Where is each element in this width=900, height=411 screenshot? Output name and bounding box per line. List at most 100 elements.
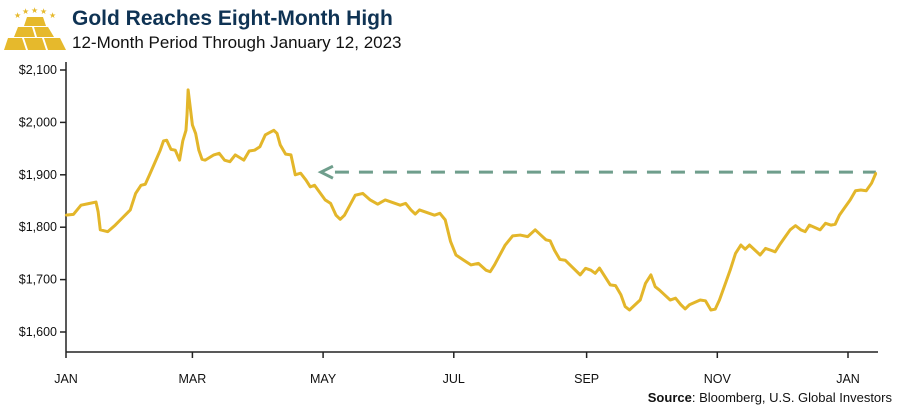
data-point xyxy=(649,273,653,277)
data-point xyxy=(619,293,623,296)
data-point xyxy=(79,203,83,207)
x-tick-label: SEP xyxy=(574,372,599,386)
data-point xyxy=(99,228,102,232)
data-point xyxy=(608,283,612,287)
data-point xyxy=(454,253,458,257)
data-point xyxy=(223,158,226,162)
data-point xyxy=(204,158,207,162)
data-point xyxy=(728,268,732,272)
data-point xyxy=(212,153,216,157)
data-point xyxy=(829,223,833,227)
data-point xyxy=(197,148,201,152)
data-point xyxy=(399,203,402,207)
x-tick-label: NOV xyxy=(704,372,732,386)
data-point xyxy=(818,228,822,232)
data-point xyxy=(272,129,276,132)
data-point xyxy=(874,172,878,175)
data-point xyxy=(139,184,143,187)
data-point xyxy=(739,243,743,247)
source-note: Source: Bloomberg, U.S. Global Investors xyxy=(648,390,892,405)
data-point xyxy=(808,223,811,227)
y-tick-label: $1,900 xyxy=(19,168,57,182)
y-tick-label: $1,700 xyxy=(19,273,57,287)
data-point xyxy=(859,188,863,192)
y-tick-label: $1,600 xyxy=(19,325,57,339)
data-point xyxy=(484,268,488,272)
data-point xyxy=(313,184,316,187)
data-point xyxy=(174,148,177,152)
data-point xyxy=(563,259,567,262)
gold-price-line xyxy=(65,88,878,312)
source-label: Source xyxy=(647,390,692,405)
data-point xyxy=(778,243,781,247)
data-point xyxy=(788,228,792,232)
data-point xyxy=(799,228,803,232)
data-point xyxy=(870,181,873,185)
x-axis: JAN MAR MAY JUL SEP NOV JAN xyxy=(54,351,878,386)
y-axis: $1,600 $1,700 $1,800 $1,900 $2,000 $2,100 xyxy=(19,62,67,352)
chart-title: Gold Reaches Eight-Month High xyxy=(72,7,393,30)
data-point xyxy=(242,158,246,162)
data-point xyxy=(698,298,702,302)
data-point xyxy=(758,253,762,257)
data-point xyxy=(519,233,522,237)
data-point xyxy=(234,153,237,157)
x-tick-label: MAY xyxy=(310,372,337,386)
data-point xyxy=(343,213,346,217)
data-point xyxy=(184,129,188,132)
data-point xyxy=(553,249,556,252)
data-point xyxy=(114,223,117,227)
data-point xyxy=(493,263,496,267)
data-point xyxy=(709,308,713,312)
svg-text:★: ★ xyxy=(40,7,47,16)
x-tick-label: JUL xyxy=(443,372,465,386)
data-point xyxy=(679,303,683,306)
data-point xyxy=(433,213,436,217)
data-point xyxy=(418,208,421,212)
data-point xyxy=(589,268,593,272)
data-point xyxy=(289,153,293,157)
svg-text:★: ★ xyxy=(22,7,29,16)
data-point xyxy=(769,249,773,252)
data-point xyxy=(688,303,691,306)
data-point xyxy=(848,198,852,202)
data-point xyxy=(304,178,308,182)
svg-text:★: ★ xyxy=(14,11,21,20)
data-point xyxy=(544,238,548,241)
data-point xyxy=(279,143,282,147)
series-layer xyxy=(64,88,878,312)
data-point xyxy=(658,288,661,292)
x-tick-label: JAN xyxy=(836,372,860,386)
data-point xyxy=(264,133,267,137)
x-tick-label: JAN xyxy=(54,372,78,386)
svg-text:★: ★ xyxy=(49,11,56,20)
data-point xyxy=(178,158,181,162)
x-tick-label: MAR xyxy=(179,372,207,386)
data-point xyxy=(354,194,357,197)
y-tick-label: $2,100 xyxy=(19,63,57,77)
annotation-layer xyxy=(317,164,876,180)
data-point xyxy=(718,298,721,302)
data-point xyxy=(294,173,297,176)
data-point xyxy=(534,228,537,232)
arrow-head-icon xyxy=(317,164,334,180)
chart-subtitle: 12-Month Period Through January 12, 2023 xyxy=(72,33,402,52)
data-point xyxy=(191,123,194,127)
data-point xyxy=(94,200,98,204)
source-text: : Bloomberg, U.S. Global Investors xyxy=(691,390,892,405)
data-point xyxy=(504,243,507,247)
data-point xyxy=(334,213,338,217)
data-point xyxy=(628,308,631,312)
data-point xyxy=(253,148,256,152)
data-point xyxy=(668,298,672,302)
data-point xyxy=(165,139,168,142)
data-point xyxy=(748,243,751,247)
data-point xyxy=(369,198,372,202)
data-point xyxy=(64,213,68,217)
data-point xyxy=(444,218,447,222)
data-point xyxy=(186,88,190,92)
data-point xyxy=(638,298,642,302)
data-point xyxy=(324,198,327,202)
svg-text:★: ★ xyxy=(31,6,38,15)
